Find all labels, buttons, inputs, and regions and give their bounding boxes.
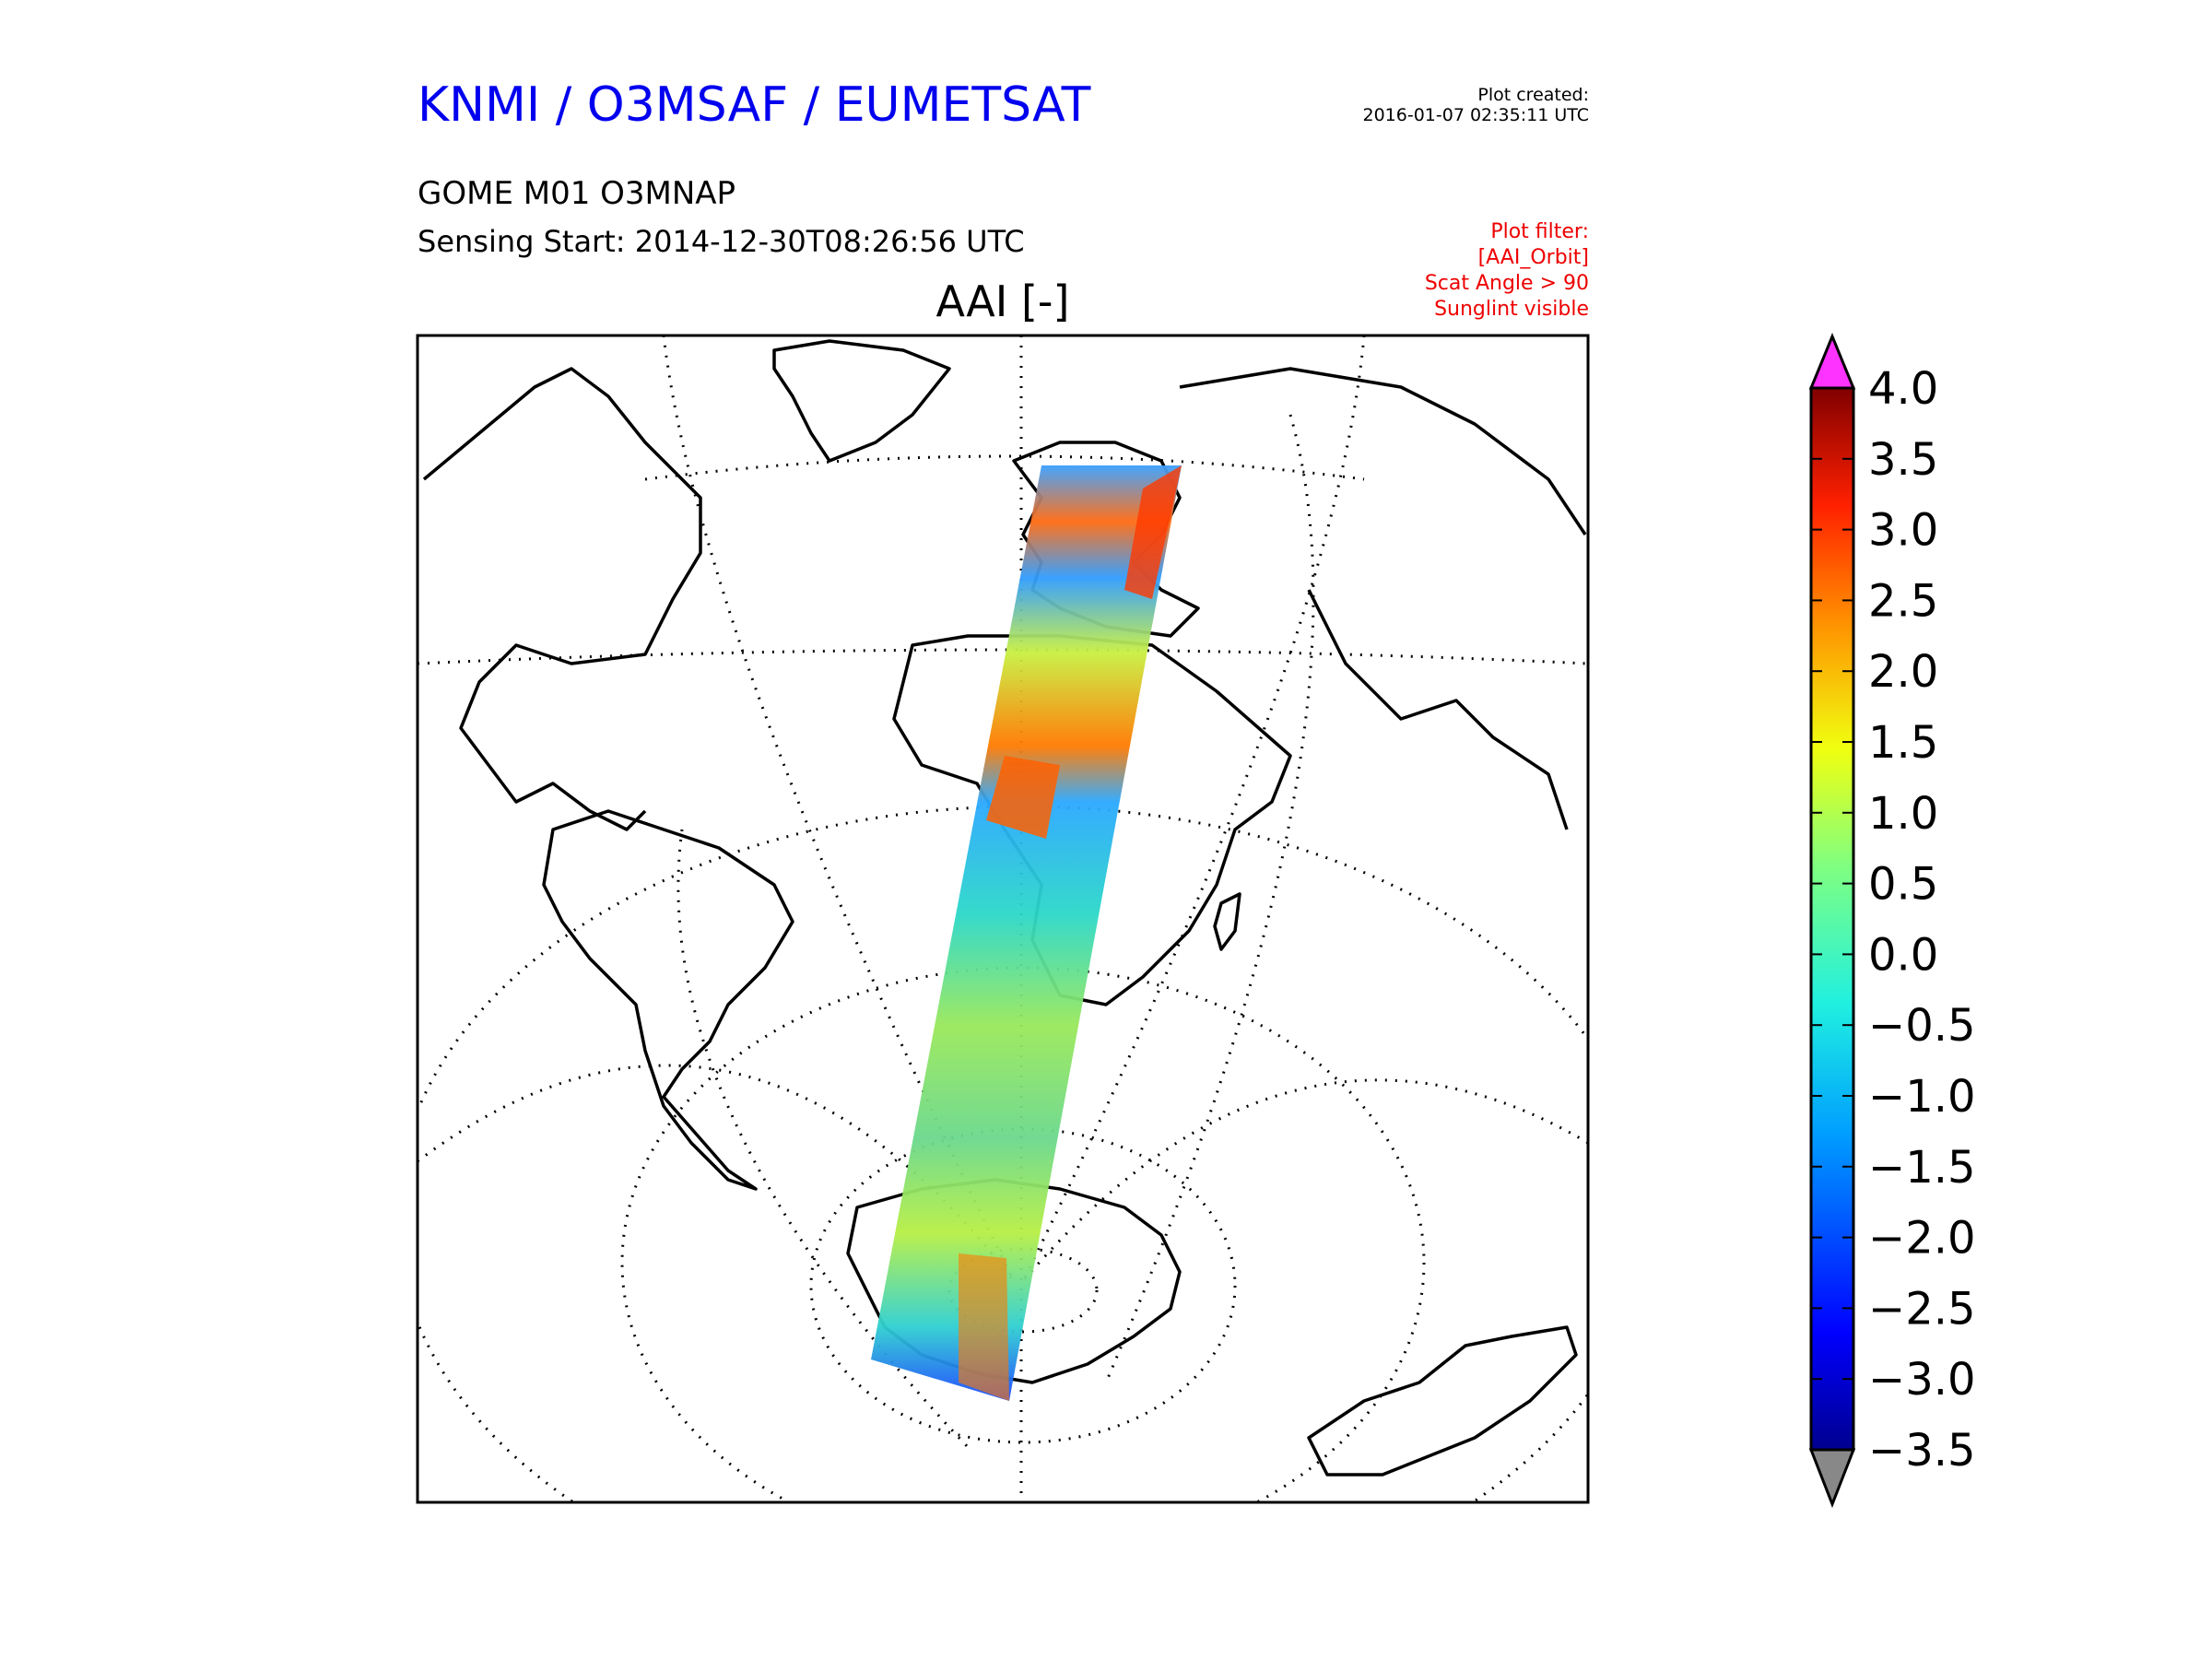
plot-filter-item: Sunglint visible [1434, 298, 1589, 321]
colorbar-tick-label: −1.0 [1868, 1071, 1976, 1123]
aai-swath [871, 465, 1182, 1401]
colorbar-tick-label: 4.0 [1868, 363, 1938, 415]
sensing-start: Sensing Start: 2014-12-30T08:26:56 UTC [418, 224, 1025, 259]
colorbar-tick-label: 1.0 [1868, 788, 1938, 840]
colorbar-tick-label: −0.5 [1868, 1000, 1976, 1052]
map-title: AAI [-] [935, 276, 1070, 326]
map-content [418, 335, 1588, 1502]
swath-hotspots [959, 465, 1182, 1401]
colorbar-tick-label: −3.0 [1868, 1354, 1976, 1406]
colorbar-under-arrow [1808, 1448, 1856, 1509]
australia-coast [1307, 1325, 1578, 1477]
plot-created-time: 2016-01-07 02:35:11 UTC [1362, 105, 1590, 125]
plot-filter-item: [AAI_Orbit] [1477, 246, 1589, 269]
colorbar-tick-label: −2.0 [1868, 1213, 1976, 1265]
colorbar-body [1809, 386, 1855, 1452]
plot-filter-item: Scat Angle > 90 [1424, 272, 1589, 295]
colorbar-tick-label: 2.0 [1868, 646, 1938, 698]
africa-coast [892, 634, 1292, 1006]
plot-created-label: Plot created: [1477, 85, 1589, 105]
coastlines [422, 339, 1587, 1477]
colorbar-ticks: 4.0 3.5 3.0 2.5 2.0 1.5 1.0 0.5 0.0 −0.5 −1.0 −1.5 −… [1811, 363, 1976, 1477]
colorbar-tick-label: −3.5 [1868, 1425, 1976, 1477]
hotspot-europe [1124, 465, 1182, 599]
colorbar: 4.0 3.5 3.0 2.5 2.0 1.5 1.0 0.5 0.0 −0.5 −1.0 −1.5 −… [1808, 333, 1976, 1509]
colorbar-tick-label: 3.0 [1868, 505, 1938, 557]
colorbar-tick-label: −1.5 [1868, 1142, 1976, 1194]
colorbar-tick-label: 1.5 [1868, 717, 1938, 769]
hotspot-sahel [986, 756, 1060, 839]
colorbar-tick-label: 2.5 [1868, 575, 1938, 627]
org-title: KNMI / O3MSAF / EUMETSAT [418, 77, 1091, 133]
plot-filter: Plot filter: [AAI_Orbit] Scat Angle > 90… [1425, 219, 1589, 323]
south-america-coast [542, 809, 794, 1191]
colorbar-tick-label: 0.0 [1868, 929, 1938, 981]
north-america-coast [422, 367, 702, 831]
colorbar-tick-label: 0.5 [1868, 859, 1938, 911]
hotspot-antarctic [959, 1253, 1009, 1401]
asia-coast [1179, 367, 1587, 830]
colorbar-over-arrow [1808, 333, 1856, 390]
plot-filter-label: Plot filter: [1490, 220, 1589, 243]
greenland-coast [772, 339, 951, 463]
colorbar-tick-label: 3.5 [1868, 434, 1938, 486]
madagascar-coast [1213, 892, 1241, 951]
colorbar-tick-label: −2.5 [1868, 1283, 1976, 1335]
product-name: GOME M01 O3MNAP [418, 175, 736, 212]
